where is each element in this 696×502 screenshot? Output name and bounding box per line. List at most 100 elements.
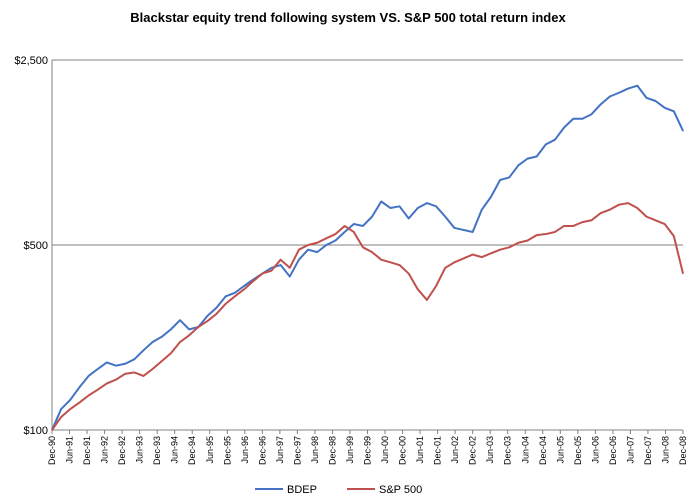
series-point-1-20 xyxy=(234,295,236,297)
series-point-0-21 xyxy=(243,285,245,287)
series-point-1-17 xyxy=(206,320,209,322)
x-tick-label-32: Dec-06 xyxy=(608,436,618,465)
x-tick-label-20: Dec-00 xyxy=(398,436,408,465)
x-tick-label-3: Jun-92 xyxy=(100,436,110,464)
x-tick-label-36: Dec-08 xyxy=(678,436,688,465)
series-point-0-53 xyxy=(536,155,538,158)
series-point-0-47 xyxy=(481,209,483,211)
series-point-0-61 xyxy=(609,95,611,98)
series-point-0-34 xyxy=(362,225,364,227)
series-point-0-65 xyxy=(645,97,648,99)
series-point-1-31 xyxy=(334,233,337,235)
series-point-0-31 xyxy=(334,239,337,242)
series-point-1-59 xyxy=(590,219,593,221)
series-point-0-40 xyxy=(417,207,419,209)
series-layer xyxy=(51,84,684,431)
x-tick-label-16: Dec-98 xyxy=(327,436,337,465)
series-point-1-46 xyxy=(472,253,474,256)
series-point-1-8 xyxy=(124,373,126,375)
series-point-0-20 xyxy=(234,292,236,294)
series-point-1-36 xyxy=(380,259,382,261)
series-point-1-24 xyxy=(270,270,273,272)
series-point-1-33 xyxy=(353,231,355,233)
series-point-1-2 xyxy=(69,408,71,410)
series-point-1-11 xyxy=(151,368,154,370)
series-point-1-6 xyxy=(106,382,108,384)
x-tick-label-24: Dec-02 xyxy=(468,436,478,465)
series-point-0-29 xyxy=(316,251,318,253)
series-point-1-67 xyxy=(664,223,666,225)
series-point-1-42 xyxy=(435,285,437,287)
series-point-1-40 xyxy=(417,288,419,290)
series-point-0-57 xyxy=(572,118,574,120)
series-point-0-17 xyxy=(206,315,209,317)
series-point-0-39 xyxy=(408,217,410,220)
x-tick-label-34: Dec-07 xyxy=(643,436,653,465)
x-tick-label-2: Dec-91 xyxy=(82,436,92,465)
series-point-1-65 xyxy=(645,216,648,218)
series-point-1-58 xyxy=(581,221,584,223)
x-tick-label-29: Jun-05 xyxy=(555,436,565,464)
series-point-0-66 xyxy=(654,100,657,102)
series-line-bdep xyxy=(51,84,684,431)
series-point-0-46 xyxy=(472,231,474,233)
series-point-1-32 xyxy=(344,225,346,227)
series-point-1-15 xyxy=(188,334,190,336)
y-tick-label-0: $100 xyxy=(24,425,48,437)
grid-layer xyxy=(52,59,683,246)
series-point-0-2 xyxy=(69,399,71,401)
series-point-0-62 xyxy=(618,92,620,94)
series-point-1-69 xyxy=(682,272,684,275)
series-point-1-22 xyxy=(252,280,254,282)
series-point-1-50 xyxy=(508,246,510,248)
x-tick-label-21: Jun-01 xyxy=(415,436,425,464)
series-point-0-18 xyxy=(216,307,218,309)
series-point-1-7 xyxy=(115,379,117,381)
series-point-0-6 xyxy=(106,361,108,364)
series-point-1-68 xyxy=(673,235,675,237)
x-tick-label-30: Dec-05 xyxy=(573,436,583,465)
series-point-0-12 xyxy=(161,336,163,338)
x-tick-label-15: Jun-98 xyxy=(310,436,320,464)
series-point-1-66 xyxy=(654,219,657,221)
series-point-0-25 xyxy=(280,264,282,266)
series-point-1-19 xyxy=(225,303,227,305)
series-point-0-3 xyxy=(78,386,81,388)
x-tick-label-1: Jun-91 xyxy=(65,436,75,464)
series-point-0-19 xyxy=(225,295,227,297)
series-point-0-35 xyxy=(371,216,373,218)
series-point-1-47 xyxy=(481,256,483,258)
x-tick-label-7: Jun-94 xyxy=(170,436,180,464)
series-point-1-45 xyxy=(462,257,465,259)
series-point-1-54 xyxy=(545,233,547,235)
series-point-0-32 xyxy=(344,231,346,233)
x-tick-label-8: Dec-94 xyxy=(187,436,197,465)
series-point-1-63 xyxy=(627,202,629,204)
x-tick-label-12: Dec-96 xyxy=(257,436,267,465)
series-point-1-61 xyxy=(609,209,611,211)
series-point-0-4 xyxy=(87,375,90,377)
series-point-1-34 xyxy=(362,246,364,248)
legend: BDEP S&P 500 xyxy=(255,484,422,496)
series-point-1-28 xyxy=(307,244,309,246)
x-tick-label-4: Dec-92 xyxy=(117,436,127,465)
series-point-1-13 xyxy=(170,352,172,354)
series-point-1-12 xyxy=(161,360,163,362)
series-point-1-29 xyxy=(316,242,318,244)
series-point-1-62 xyxy=(618,204,620,206)
series-point-0-60 xyxy=(600,103,602,105)
x-tick-label-19: Jun-00 xyxy=(380,436,390,464)
series-point-0-48 xyxy=(490,196,492,198)
series-point-0-52 xyxy=(526,158,529,160)
series-point-1-39 xyxy=(408,272,410,275)
series-point-1-25 xyxy=(280,259,282,261)
series-point-0-45 xyxy=(462,229,465,231)
series-point-1-14 xyxy=(179,341,181,343)
series-point-1-3 xyxy=(78,401,81,404)
series-point-1-56 xyxy=(563,225,565,227)
series-point-0-8 xyxy=(124,363,126,365)
series-point-0-24 xyxy=(270,267,273,269)
chart-title: Blackstar equity trend following system … xyxy=(130,10,566,25)
x-tick-label-0: Dec-90 xyxy=(47,436,57,465)
series-point-1-44 xyxy=(453,261,455,263)
